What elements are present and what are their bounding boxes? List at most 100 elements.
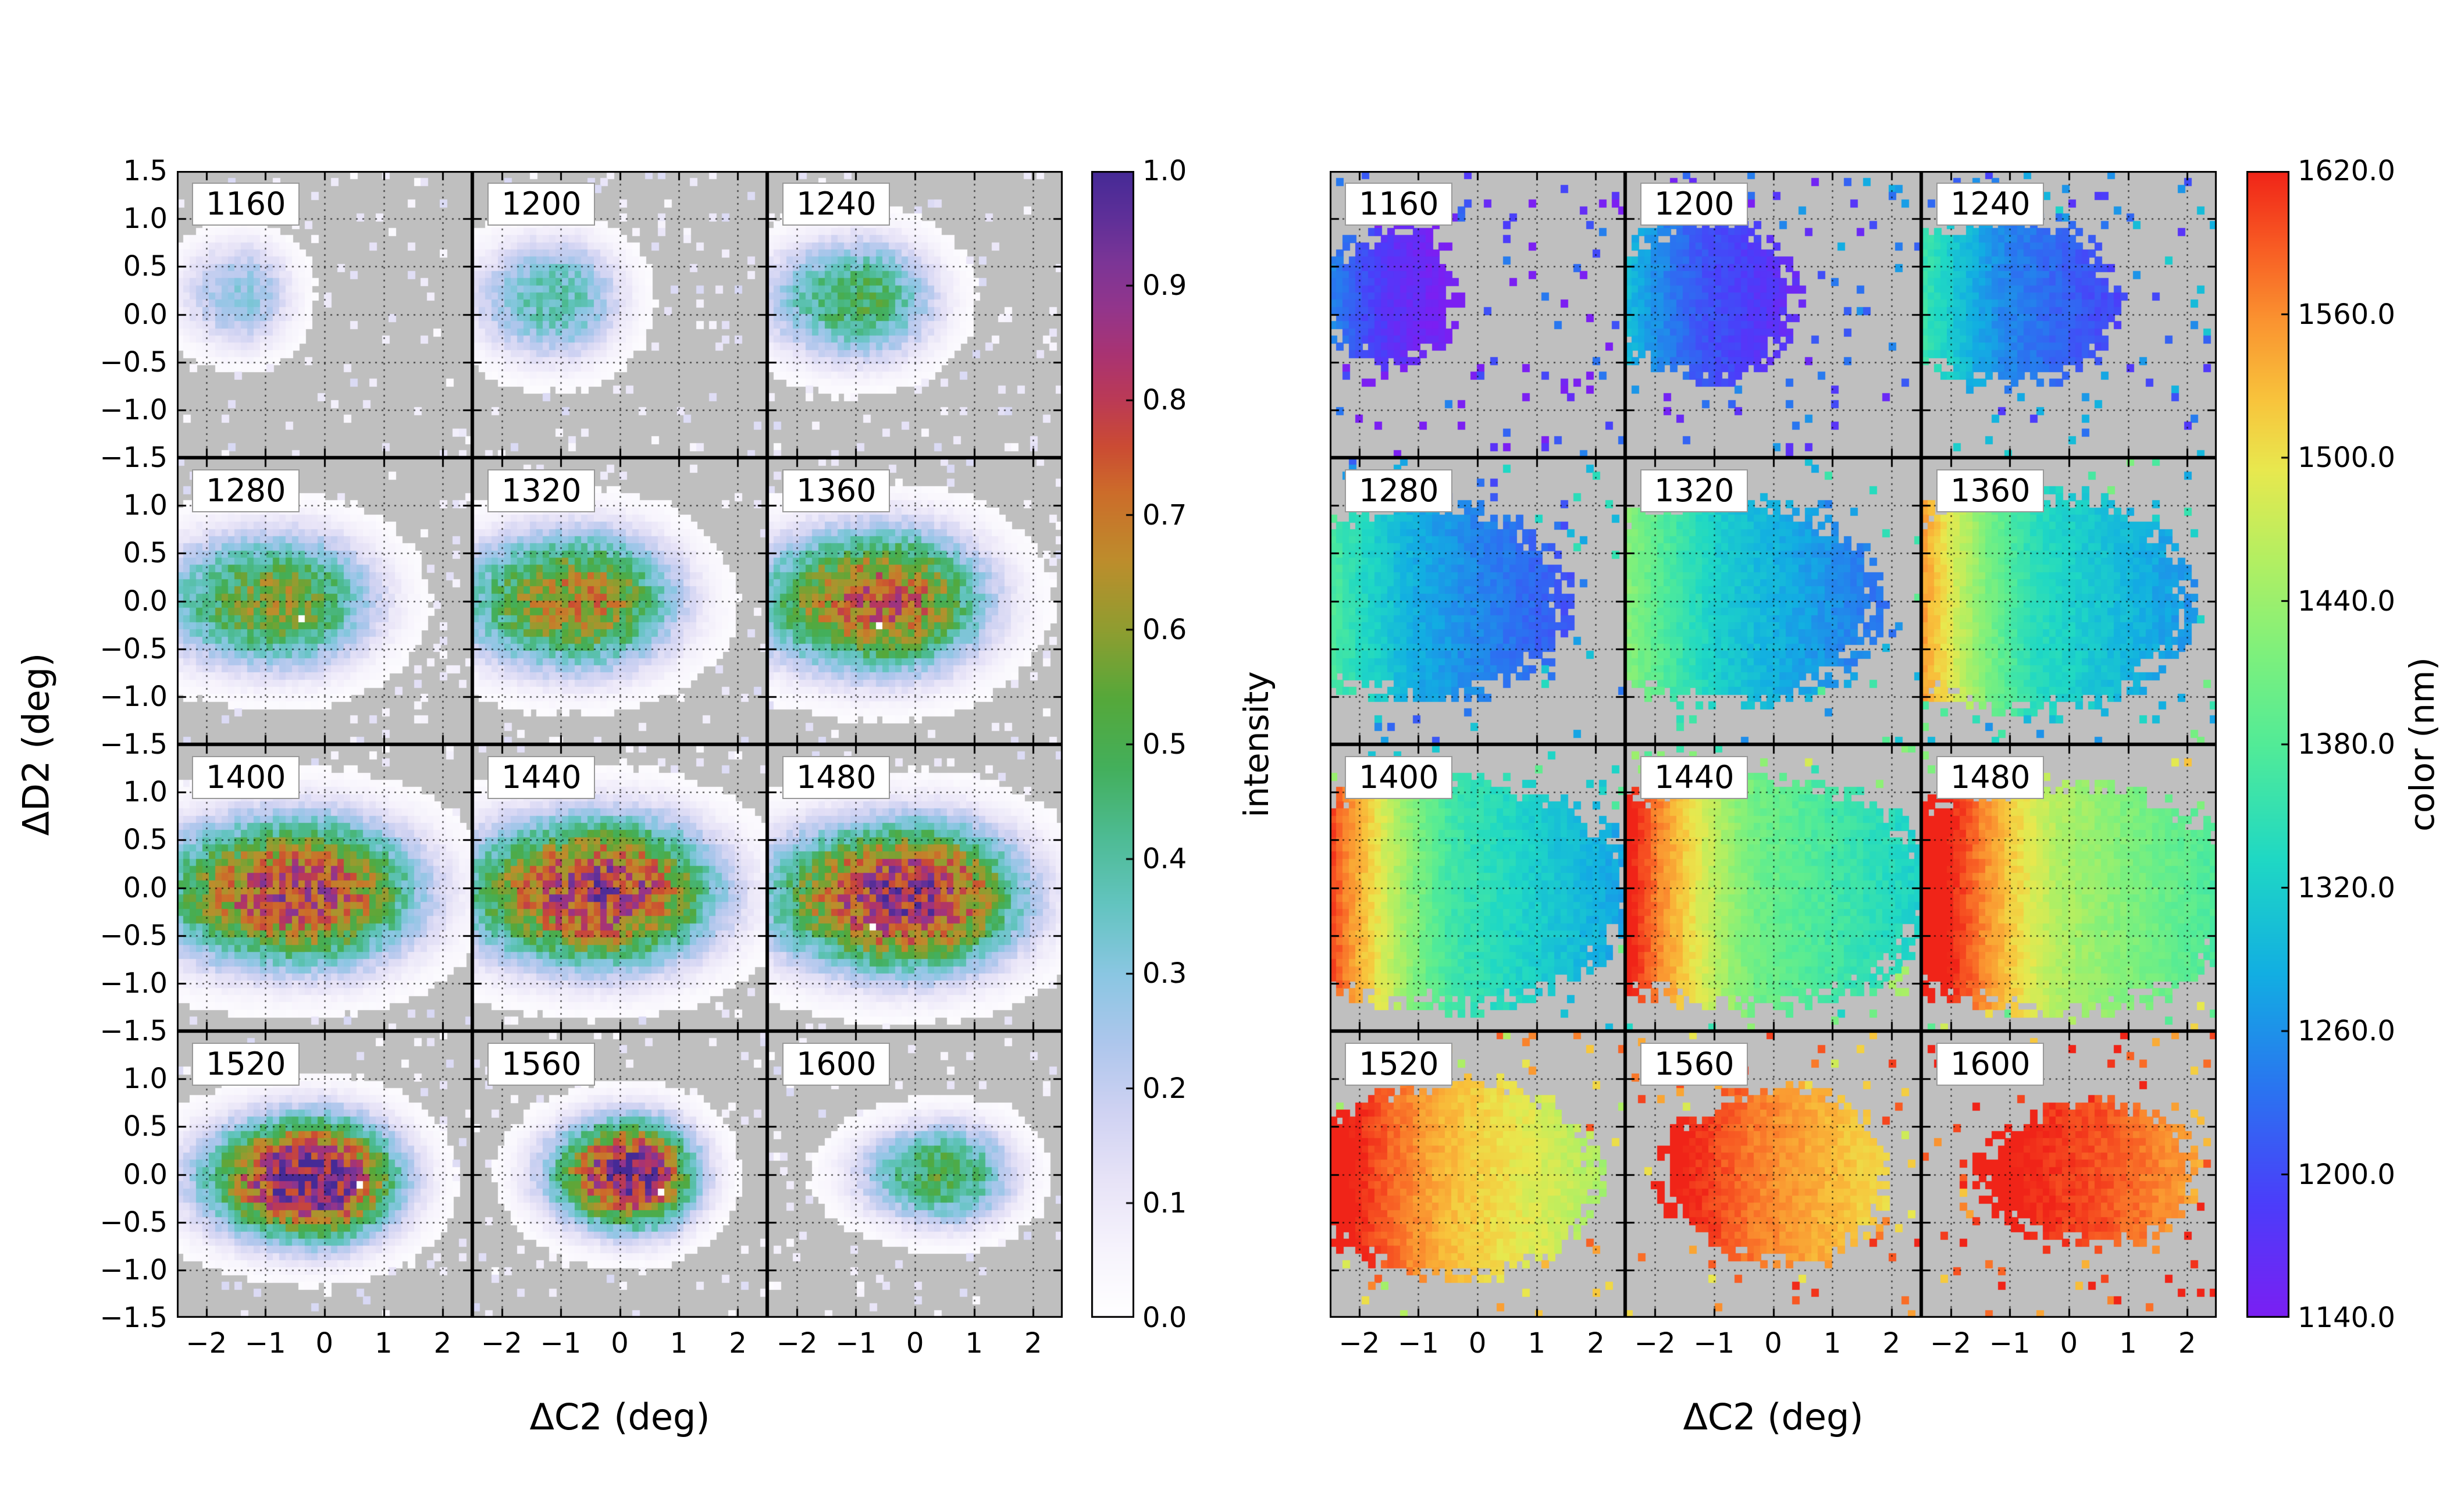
colorbar-tick-label: 1620.0: [2298, 155, 2395, 187]
y-tick-label: −1.5: [99, 441, 168, 474]
subplot-intensity-1160: 1160: [177, 171, 472, 458]
colorbar-tick-label: 0.2: [1142, 1072, 1187, 1105]
subplot-intensity-1320: 1320: [472, 458, 767, 744]
y-tick-label: −0.5: [99, 1206, 168, 1239]
x-tick-label: −1: [1693, 1327, 1735, 1360]
y-tick-label: −1.0: [99, 1253, 168, 1286]
y-tick-label: 0.0: [123, 871, 168, 904]
intensity-panel: 1160 1200 1240 1280 1320 1360 1400 1440 1480 1520…: [177, 171, 1063, 1318]
subplot-intensity-1200: 1200: [472, 171, 767, 458]
subplot-label: 1600: [782, 1043, 891, 1086]
subplot-label: 1200: [487, 183, 596, 226]
colorbar-tick-label: 1260.0: [2298, 1015, 2395, 1047]
subplot-label: 1400: [192, 756, 300, 800]
y-tick-label: 0.0: [123, 584, 168, 618]
x-tick-label: 2: [729, 1327, 747, 1360]
subplot-color-1600: 1600: [1921, 1031, 2217, 1318]
x-tick-label: 1: [669, 1327, 688, 1360]
x-tick-label: 0: [315, 1327, 334, 1360]
x-tick-label: 2: [1882, 1327, 1901, 1360]
y-tick-label: −1.0: [99, 967, 168, 1000]
y-axis-title: ΔD2 (deg): [15, 652, 58, 836]
intensity-colorbar: [1091, 171, 1134, 1318]
x-tick-label: −2: [1338, 1327, 1380, 1360]
x-tick-label: −1: [244, 1327, 286, 1360]
colorbar-tick-label: 0.4: [1142, 843, 1187, 876]
y-tick-label: 0.0: [123, 298, 168, 331]
x-tick-label: 0: [906, 1327, 924, 1360]
x-tick-label: 1: [2119, 1327, 2137, 1360]
subplot-intensity-1600: 1600: [767, 1031, 1063, 1318]
subplot-label: 1480: [1936, 756, 2045, 800]
y-tick-label: 0.5: [123, 537, 168, 570]
subplot-label: 1320: [487, 469, 596, 513]
subplot-label: 1160: [192, 183, 300, 226]
colorbar-tick-label: 0.5: [1142, 728, 1187, 761]
x-tick-label: 2: [1587, 1327, 1605, 1360]
y-tick-label: −0.5: [99, 345, 168, 379]
subplot-label: 1440: [487, 756, 596, 800]
subplot-color-1240: 1240: [1921, 171, 2217, 458]
y-tick-label: −0.5: [99, 632, 168, 665]
colorbar-tick-label: 1.0: [1142, 155, 1187, 187]
y-tick-label: 1.0: [123, 202, 168, 236]
color-panel: 1160 1200 1240 1280 1320 1360 1400 1440 1480 1520…: [1330, 171, 2217, 1318]
color-colorbar-title: color (nm): [2402, 657, 2442, 832]
subplot-color-1160: 1160: [1330, 171, 1625, 458]
subplot-label: 1440: [1640, 756, 1748, 800]
subplot-color-1560: 1560: [1625, 1031, 1921, 1318]
subplot-color-1200: 1200: [1625, 171, 1921, 458]
subplot-label: 1240: [1936, 183, 2045, 226]
y-tick-label: −1.5: [99, 728, 168, 761]
y-tick-label: 0.5: [123, 823, 168, 857]
y-tick-label: −0.5: [99, 919, 168, 952]
x-tick-label: −1: [540, 1327, 582, 1360]
subplot-label: 1480: [782, 756, 891, 800]
subplot-label: 1320: [1640, 469, 1748, 513]
colorbar-tick-label: 0.9: [1142, 269, 1187, 302]
subplot-intensity-1520: 1520: [177, 1031, 472, 1318]
y-tick-label: −1.5: [99, 1301, 168, 1334]
colorbar-tick-label: 1560.0: [2298, 298, 2395, 331]
subplot-label: 1200: [1640, 183, 1748, 226]
colorbar-tick-label: 1380.0: [2298, 728, 2395, 761]
x-axis-title-left: ΔC2 (deg): [529, 1396, 710, 1438]
subplot-label: 1240: [782, 183, 891, 226]
x-tick-label: −1: [1989, 1327, 2031, 1360]
x-tick-label: 1: [965, 1327, 983, 1360]
x-tick-label: −2: [1930, 1327, 1971, 1360]
x-tick-label: −1: [1398, 1327, 1439, 1360]
subplot-color-1360: 1360: [1921, 458, 2217, 744]
subplot-label: 1280: [1345, 469, 1453, 513]
subplot-intensity-1240: 1240: [767, 171, 1063, 458]
subplot-intensity-1400: 1400: [177, 744, 472, 1031]
subplot-label: 1360: [782, 469, 891, 513]
subplot-label: 1600: [1936, 1043, 2045, 1086]
subplot-label: 1520: [1345, 1043, 1453, 1086]
y-tick-label: 1.0: [123, 489, 168, 522]
colorbar-tick-label: 0.6: [1142, 613, 1187, 646]
subplot-label: 1400: [1345, 756, 1453, 800]
subplot-color-1520: 1520: [1330, 1031, 1625, 1318]
y-tick-label: 1.0: [123, 1062, 168, 1096]
colorbar-tick-label: 1440.0: [2298, 584, 2395, 618]
subplot-label: 1160: [1345, 183, 1453, 226]
subplot-label: 1560: [1640, 1043, 1748, 1086]
y-tick-label: −1.0: [99, 393, 168, 426]
subplot-color-1440: 1440: [1625, 744, 1921, 1031]
colorbar-tick-label: 0.7: [1142, 498, 1187, 532]
subplot-label: 1360: [1936, 469, 2045, 513]
intensity-colorbar-title: intensity: [1237, 671, 1276, 818]
colorbar-tick-label: 1500.0: [2298, 441, 2395, 474]
subplot-color-1400: 1400: [1330, 744, 1625, 1031]
subplot-color-1280: 1280: [1330, 458, 1625, 744]
colorbar-tick-label: 1320.0: [2298, 871, 2395, 904]
x-tick-label: 2: [433, 1327, 452, 1360]
y-tick-label: −1.0: [99, 680, 168, 713]
x-tick-label: 0: [2060, 1327, 2078, 1360]
color-colorbar: [2246, 171, 2289, 1318]
subplot-intensity-1360: 1360: [767, 458, 1063, 744]
x-tick-label: −1: [835, 1327, 877, 1360]
subplot-label: 1560: [487, 1043, 596, 1086]
subplot-intensity-1280: 1280: [177, 458, 472, 744]
